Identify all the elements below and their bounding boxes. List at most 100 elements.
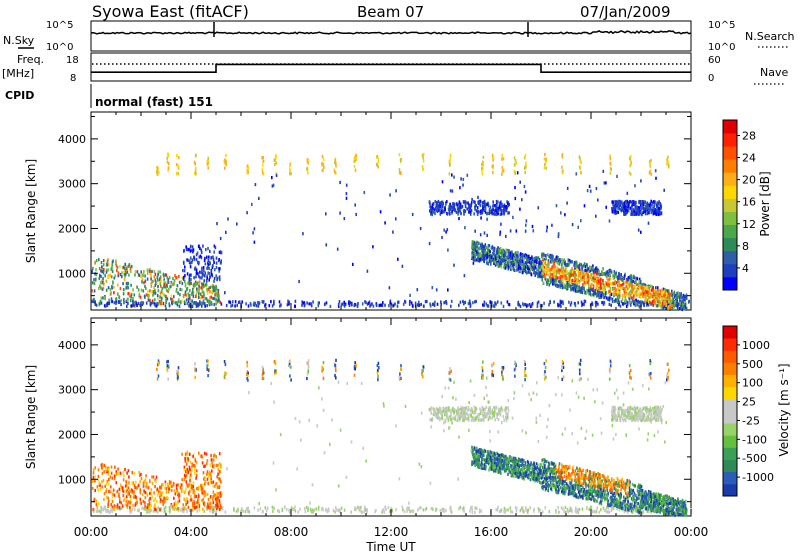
scatter-cell [592, 292, 595, 296]
scatter-cell [352, 262, 354, 266]
scatter-cell [220, 494, 222, 498]
scatter-cell [163, 507, 166, 511]
scatter-cell [437, 199, 440, 204]
scatter-cell [209, 463, 212, 467]
scatter-cell [568, 278, 571, 282]
scatter-cell [597, 279, 600, 283]
scatter-cell [121, 506, 123, 510]
scatter-cell [190, 281, 192, 285]
scatter-cell [587, 280, 589, 284]
scatter-cell [578, 267, 581, 271]
scatter-cell [543, 301, 545, 305]
scatter-cell [155, 499, 158, 504]
scatter-cell [109, 475, 112, 479]
scatter-cell [558, 262, 561, 266]
scatter-cell [169, 481, 171, 485]
scatter-cell [669, 292, 672, 296]
scatter-cell [206, 505, 208, 509]
scatter-cell [204, 491, 207, 495]
scatter-cell [620, 273, 622, 277]
scatter-cell [480, 245, 482, 249]
station-title: Syowa East (fitACF) [92, 2, 249, 21]
scatter-cell [137, 273, 140, 277]
scatter-cell [165, 273, 167, 277]
scatter-cell [645, 292, 647, 296]
scatter-cell [555, 204, 558, 208]
scatter-cell [189, 282, 191, 286]
scatter-cell [200, 286, 202, 290]
scatter-cell [644, 285, 646, 289]
scatter-cell [103, 463, 106, 467]
scatter-cell [189, 249, 192, 253]
scatter-cell [215, 256, 218, 260]
scatter-cell [648, 203, 651, 207]
scatter-cell [224, 291, 226, 295]
scatter-cell [206, 284, 208, 288]
scatter-cell [118, 495, 121, 499]
scatter-cell [530, 261, 532, 265]
scatter-cell [132, 481, 135, 485]
scatter-cell [477, 195, 479, 199]
scatter-cell [178, 304, 181, 308]
scatter-cell [494, 208, 497, 212]
scatter-cell [493, 261, 495, 265]
scatter-cell [544, 277, 547, 281]
scatter-cell [533, 271, 535, 275]
scatter-cell [484, 251, 486, 255]
scatter-cell [552, 282, 554, 286]
scatter-cell [261, 156, 263, 160]
scatter-cell [469, 203, 472, 207]
scatter-cell [119, 300, 121, 304]
scatter-cell [216, 503, 219, 507]
scatter-cell [202, 498, 204, 502]
scatter-cell [191, 291, 194, 295]
scatter-cell [520, 252, 522, 256]
scatter-cell [561, 165, 563, 169]
scatter-cell [581, 268, 583, 272]
scatter-cell [633, 200, 635, 204]
scatter-cell [205, 248, 207, 252]
scatter-cell [597, 302, 599, 306]
scatter-cell [333, 168, 336, 172]
scatter-cell [157, 297, 159, 301]
scatter-cell [623, 289, 626, 293]
scatter-cell [265, 509, 268, 513]
scatter-cell [496, 508, 499, 512]
scatter-cell [620, 201, 622, 205]
scatter-cell [626, 287, 629, 291]
scatter-cell [449, 205, 452, 209]
scatter-cell [153, 275, 156, 279]
scatter-cell [402, 302, 405, 306]
scatter-cell [234, 300, 237, 304]
scatter-cell [195, 253, 198, 257]
scatter-cell [176, 303, 179, 307]
scatter-cell [210, 295, 213, 299]
scatter-cell [682, 303, 684, 307]
scatter-cell [171, 302, 174, 306]
scatter-cell [585, 506, 588, 511]
scatter-cell [631, 284, 633, 288]
scatter-cell [554, 278, 556, 282]
scatter-cell [559, 285, 561, 289]
scatter-cell [271, 176, 273, 180]
scatter-cell [240, 509, 242, 513]
scatter-cell [661, 298, 663, 302]
scatter-cell [587, 291, 589, 295]
scatter-cell [168, 287, 170, 291]
scatter-cell [301, 303, 303, 307]
scatter-cell [548, 254, 550, 259]
scatter-cell [621, 294, 624, 298]
scatter-cell [343, 303, 345, 307]
scatter-cell [403, 510, 406, 514]
scatter-cell [578, 263, 581, 267]
scatter-cell [150, 488, 153, 492]
scatter-cell [146, 503, 149, 507]
scatter-cell [510, 261, 513, 265]
scatter-cell [177, 156, 180, 160]
scatter-cell [193, 276, 195, 280]
scatter-cell [172, 276, 174, 281]
scatter-cell [209, 290, 211, 294]
scatter-cell [244, 509, 247, 513]
scatter-cell [174, 500, 177, 504]
scatter-cell [452, 205, 454, 209]
